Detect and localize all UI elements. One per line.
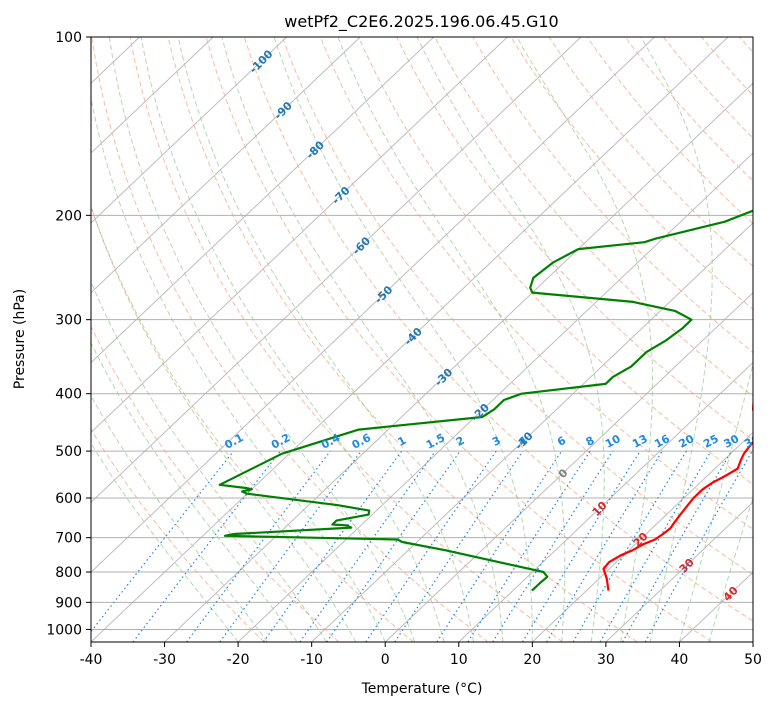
mixing-ratio-line <box>546 450 663 642</box>
y-tick-label: 300 <box>55 313 82 329</box>
isotherm-line <box>91 37 288 224</box>
dry-adiabat <box>91 428 265 642</box>
x-tick-label: 30 <box>597 652 615 668</box>
x-tick-label: -40 <box>80 652 103 668</box>
moist-adiabat <box>678 361 753 642</box>
dry-adiabat <box>205 37 713 642</box>
moist-adiabat <box>177 37 474 642</box>
mixing-ratio-line <box>91 450 235 633</box>
x-tick-label: 50 <box>744 652 762 668</box>
dry-adiabat <box>91 37 489 642</box>
moist-adiabat <box>337 37 566 642</box>
background-lines <box>91 37 753 642</box>
axes: -40 -30 -20 -10 0 10 20 30 40 50 100 200 300 400 500 60… <box>46 30 762 668</box>
mixing-ratio-line <box>622 450 733 642</box>
y-tick-label: 500 <box>55 444 82 460</box>
x-tick-label: 40 <box>671 652 689 668</box>
isotherm-line <box>458 361 753 642</box>
y-tick-label: 600 <box>55 491 82 507</box>
y-tick-label: 200 <box>55 208 82 224</box>
moist-adiabat <box>91 394 268 642</box>
mixing-ratio-line <box>599 450 712 642</box>
mixing-ratio-line <box>644 450 753 642</box>
chart-title: wetPf2_C2E6.2025.196.06.45.G10 <box>284 12 558 32</box>
x-tick-label: -30 <box>153 652 176 668</box>
mixing-ratio-label: 13 <box>630 432 650 451</box>
y-tick-label: 900 <box>55 595 82 611</box>
moist-adiabat <box>221 37 504 642</box>
y-tick-label: 400 <box>55 387 82 403</box>
dry-adiabat <box>281 37 753 576</box>
isotherm-line <box>91 37 361 294</box>
moist-adiabat <box>273 37 533 642</box>
dry-adiabat <box>472 37 753 354</box>
isotherm-line <box>91 37 214 154</box>
mixing-ratio-label: 10 <box>603 432 623 451</box>
y-tick-label: 800 <box>55 565 82 581</box>
y-tick-label: 700 <box>55 531 82 547</box>
isotherm-line <box>91 37 582 503</box>
x-tick-label: -20 <box>227 652 250 668</box>
moist-adiabat <box>91 442 239 642</box>
y-tick-label: 100 <box>55 30 82 46</box>
mixing-ratio-line <box>572 450 687 642</box>
isotherm-line <box>531 431 753 642</box>
mixing-ratio-line <box>263 450 403 642</box>
isotherm-line <box>311 222 753 642</box>
moist-adiabat <box>91 280 327 642</box>
mixing-ratio-label: 36 <box>742 432 762 451</box>
dry-adiabat <box>320 37 753 530</box>
x-tick-label: 10 <box>450 652 468 668</box>
dry-adiabat <box>358 37 753 485</box>
isotherm-line <box>164 82 753 642</box>
dewpoint-profile-line <box>218 209 753 592</box>
mixing-ratio-line <box>299 450 436 642</box>
x-tick-label: 0 <box>381 652 390 668</box>
mixing-ratio-line <box>326 450 461 642</box>
moist-adiabat <box>91 341 298 642</box>
mixing-ratio-line <box>521 450 641 642</box>
x-tick-label: -10 <box>300 652 323 668</box>
mixing-ratio-label: 30 <box>722 432 742 451</box>
isotherm-line <box>237 152 753 642</box>
moist-adiabat <box>140 37 445 642</box>
mixing-ratio-line <box>492 450 614 642</box>
mixing-ratio-label: 20 <box>677 432 697 451</box>
moist-adiabat <box>640 37 713 642</box>
dry-adiabat <box>624 37 753 182</box>
isotherm-line <box>91 37 508 434</box>
data-lines <box>218 209 753 592</box>
mixing-ratio-label: 16 <box>652 432 672 451</box>
isotherm-line <box>91 37 435 364</box>
dry-adiabat <box>510 37 753 310</box>
y-tick-label: 1000 <box>46 622 82 638</box>
plot-frame <box>90 36 754 643</box>
isotherm-line <box>91 37 729 642</box>
mixing-ratio-line <box>467 450 591 642</box>
moist-adiabat <box>91 204 357 642</box>
temperature-profile-line <box>602 393 753 591</box>
moist-adiabat <box>91 95 386 642</box>
mixing-ratio-line <box>186 450 331 642</box>
dry-adiabat <box>91 205 414 642</box>
dry-adiabat <box>129 37 563 642</box>
mixing-ratio-line <box>219 450 362 642</box>
mixing-ratio-label: 25 <box>701 432 721 451</box>
y-axis-label: Pressure (hPa) <box>12 289 28 389</box>
x-tick-label: 20 <box>523 652 541 668</box>
moist-adiabat <box>708 496 753 642</box>
isotherm-line <box>91 37 655 573</box>
dry-adiabat <box>243 37 753 622</box>
moist-adiabat <box>416 37 605 642</box>
isotherm-line <box>605 501 753 642</box>
dry-adiabat <box>586 37 753 225</box>
x-axis-label: Temperature (°C) <box>361 681 483 697</box>
isotherm-line <box>384 292 753 642</box>
mixing-ratio-line <box>436 450 563 642</box>
moist-adiabat <box>516 37 653 642</box>
dry-adiabat <box>434 37 753 397</box>
